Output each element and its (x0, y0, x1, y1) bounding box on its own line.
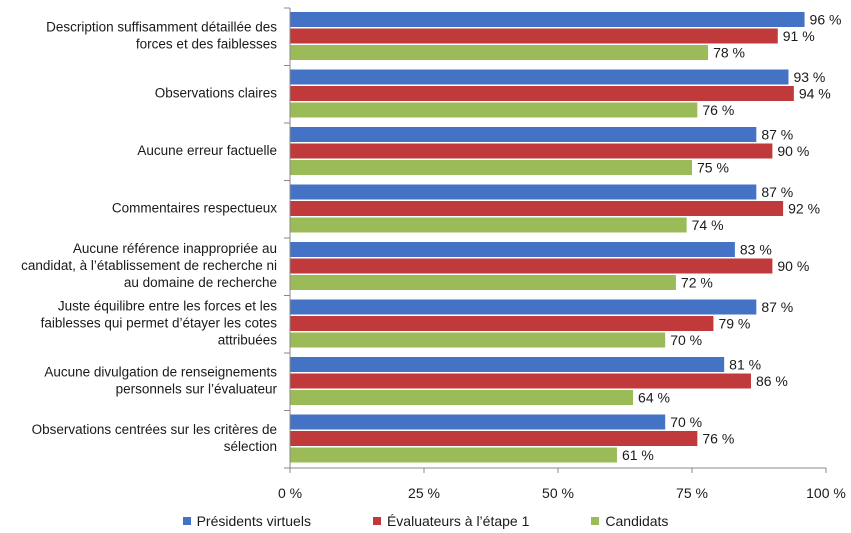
bar-1-4 (290, 184, 757, 200)
value-label-1-7: 81 % (729, 357, 761, 373)
bar-3-1 (290, 45, 709, 60)
value-label-3-4: 74 % (692, 217, 724, 233)
legend-label-evaluateurs: Évaluateurs à l’étape 1 (386, 513, 530, 529)
category-label-4-line-1: Commentaires respectueux (112, 200, 277, 215)
category-label-8-line-1: Observations centrées sur les critères d… (32, 422, 277, 437)
bar-3-2 (290, 102, 698, 118)
category-label-2-line-1: Observations claires (155, 85, 278, 100)
value-label-1-5: 83 % (740, 242, 772, 258)
bar-1-2 (290, 69, 789, 85)
value-label-2-8: 76 % (702, 431, 734, 447)
category-label-7-line-1: Aucune divulgation de renseignements (44, 364, 277, 379)
x-tick-label-5: 100 % (806, 485, 846, 501)
bar-2-2 (290, 86, 794, 101)
category-label-1-line-2: forces et des faiblesses (136, 36, 277, 51)
bar-3-3 (290, 160, 692, 175)
bar-1-5 (290, 242, 735, 257)
category-label-6-line-1: Juste équilibre entre les forces et les (58, 298, 277, 313)
bar-3-4 (290, 217, 687, 233)
x-tick-label-2: 25 % (408, 485, 440, 501)
legend-item-evaluateurs: Évaluateurs à l’étape 1 (372, 510, 530, 532)
bar-1-1 (290, 12, 805, 27)
legend-item-candidats: Candidats (591, 510, 668, 532)
legend-swatch-presidents (182, 517, 191, 525)
value-label-3-3: 75 % (697, 160, 729, 176)
value-label-1-1: 96 % (810, 12, 842, 28)
value-label-2-7: 86 % (756, 373, 788, 389)
category-label-7-line-2: personnels sur l’évaluateur (116, 381, 278, 396)
legend-swatch-candidats (591, 517, 600, 525)
value-label-2-2: 94 % (799, 86, 831, 102)
bar-3-8 (290, 447, 617, 463)
chart-legend: Présidents virtuels Évaluateurs à l’étap… (0, 510, 851, 532)
value-label-3-6: 70 % (670, 332, 702, 348)
category-label-5-line-1: Aucune référence inappropriée au (73, 241, 277, 256)
bar-2-6 (290, 316, 714, 331)
bar-1-6 (290, 299, 757, 315)
bar-2-4 (290, 201, 784, 216)
bar-3-5 (290, 275, 676, 290)
bar-3-7 (290, 390, 634, 405)
category-label-6-line-3: attribuées (218, 332, 278, 347)
value-label-2-4: 92 % (788, 201, 820, 217)
value-label-1-8: 70 % (670, 414, 702, 430)
value-label-3-1: 78 % (713, 45, 745, 61)
value-label-1-2: 93 % (793, 69, 825, 85)
category-label-1-line-1: Description suffisamment détaillée des (46, 19, 277, 34)
value-label-3-7: 64 % (638, 390, 670, 406)
bar-2-1 (290, 28, 778, 44)
value-label-3-5: 72 % (681, 275, 713, 291)
bar-1-3 (290, 127, 757, 142)
value-label-1-4: 87 % (761, 184, 793, 200)
x-tick-label-1: 0 % (278, 485, 302, 501)
bar-1-8 (290, 414, 666, 430)
bar-2-3 (290, 143, 773, 159)
bar-2-8 (290, 431, 698, 446)
category-label-6-line-2: faiblesses qui permet d’étayer les cotes (41, 315, 278, 330)
value-label-2-1: 91 % (783, 28, 815, 44)
value-label-2-3: 90 % (777, 143, 809, 159)
value-label-1-3: 87 % (761, 127, 793, 143)
category-label-5-line-2: candidat, à l’établissement de recherche… (21, 258, 277, 273)
value-label-3-2: 76 % (702, 102, 734, 118)
value-label-2-6: 79 % (718, 316, 750, 332)
bar-3-6 (290, 332, 666, 348)
legend-item-presidents: Présidents virtuels (182, 510, 311, 532)
value-label-3-8: 61 % (622, 447, 654, 463)
category-label-8-line-2: sélection (224, 439, 277, 454)
category-label-3-line-1: Aucune erreur factuelle (137, 143, 277, 158)
legend-label-presidents: Présidents virtuels (196, 513, 311, 529)
value-label-2-5: 90 % (777, 258, 809, 274)
legend-label-candidats: Candidats (605, 513, 669, 529)
value-label-1-6: 87 % (761, 299, 793, 315)
bar-1-7 (290, 357, 725, 372)
bar-2-5 (290, 258, 773, 274)
bar-2-7 (290, 373, 751, 389)
x-tick-label-4: 75 % (676, 485, 708, 501)
category-label-5-line-3: au domaine de recherche (124, 275, 277, 290)
x-tick-label-3: 50 % (542, 485, 574, 501)
legend-swatch-evaluateurs (372, 517, 381, 525)
